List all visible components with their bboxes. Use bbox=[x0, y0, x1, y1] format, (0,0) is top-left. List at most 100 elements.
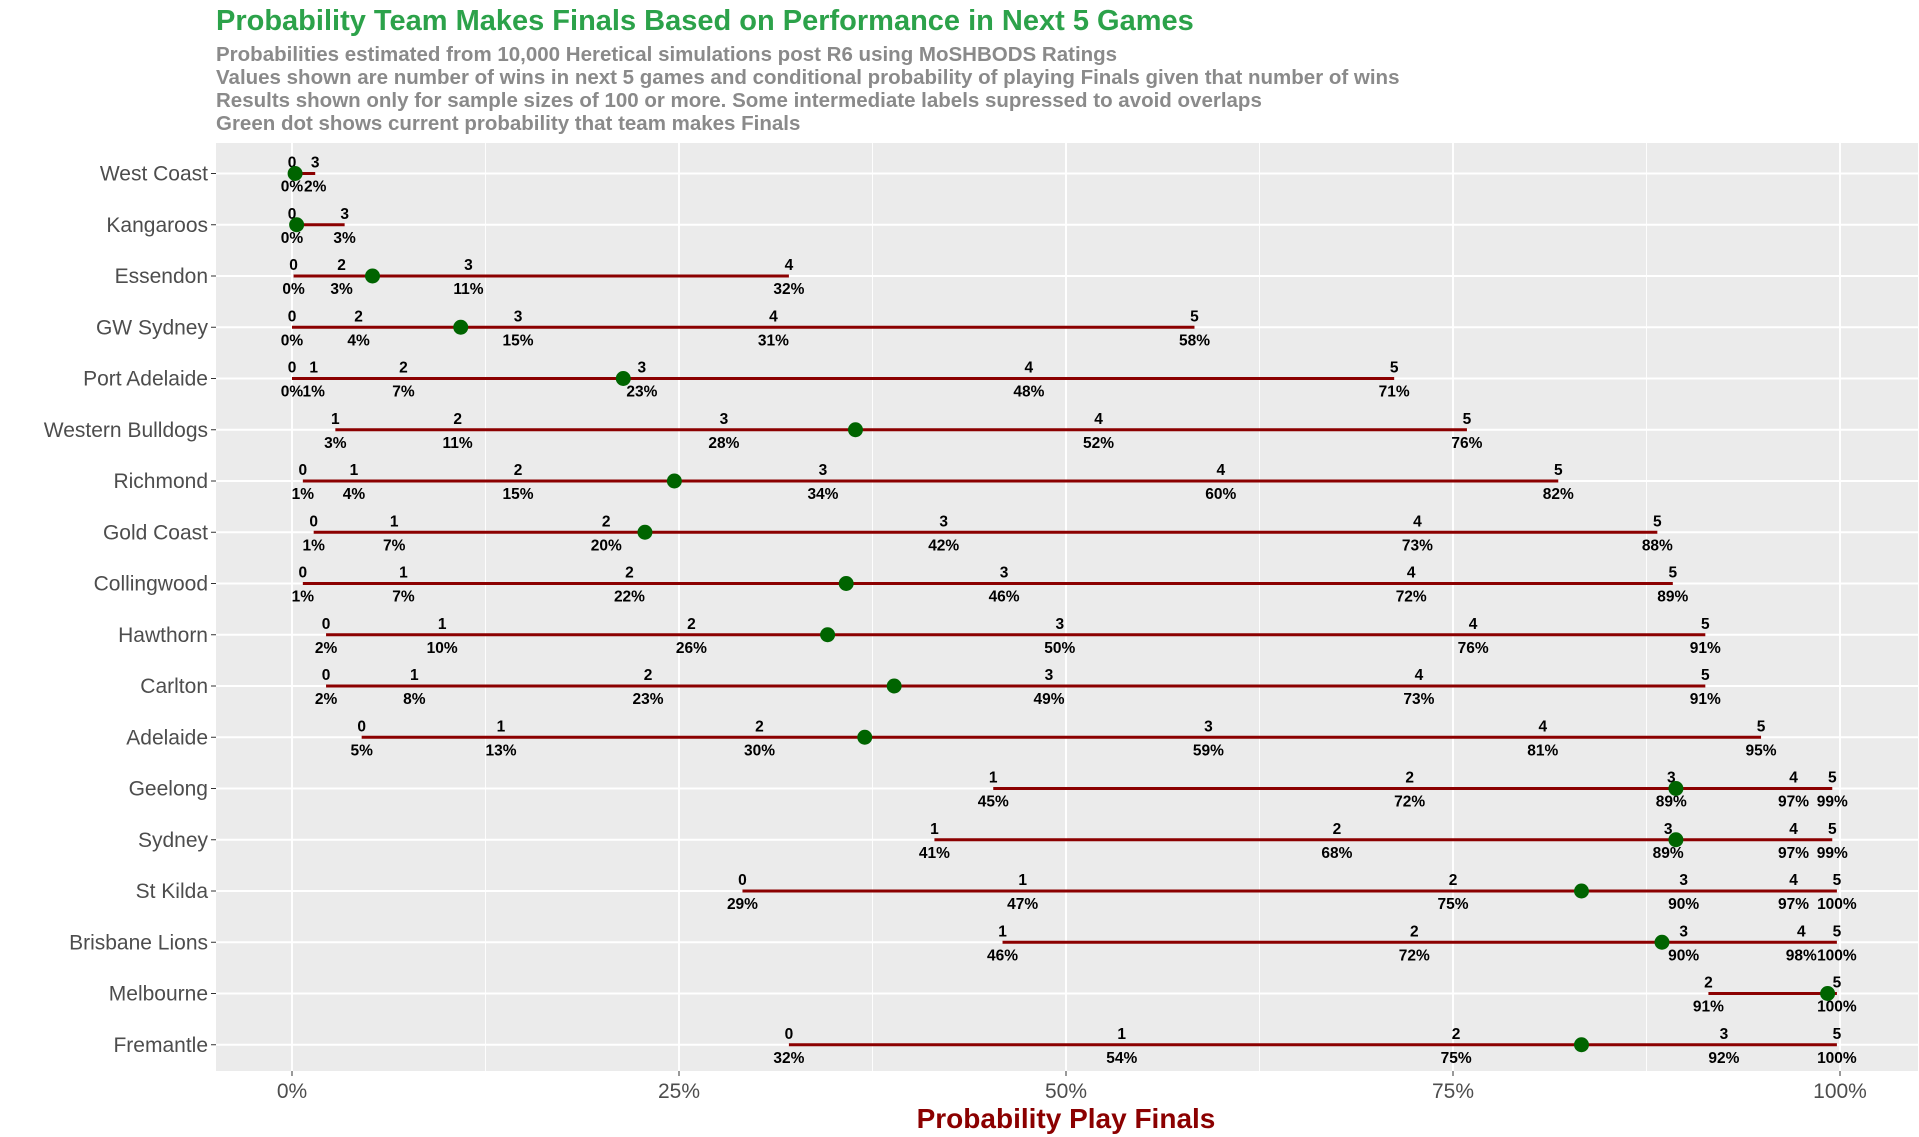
wins-label: 3 bbox=[939, 513, 948, 530]
wins-label: 5 bbox=[1701, 667, 1710, 684]
wins-label: 2 bbox=[354, 308, 363, 325]
team-label: Gold Coast bbox=[103, 521, 208, 544]
team-row: 0 0% 1 1% 2 7% 3 23% 4 48% 5 71% bbox=[281, 360, 1410, 401]
team-row: 0 1% 1 4% 2 15% 3 34% 4 60% 5 82% bbox=[292, 462, 1574, 503]
wins-label: 4 bbox=[1413, 513, 1422, 530]
wins-label: 5 bbox=[1833, 923, 1842, 940]
probability-label: 90% bbox=[1668, 896, 1699, 913]
probability-label: 100% bbox=[1817, 1050, 1857, 1067]
wins-label: 4 bbox=[1789, 821, 1798, 838]
current-probability-dot bbox=[637, 524, 653, 540]
current-probability-dot bbox=[1654, 934, 1670, 950]
probability-label: 23% bbox=[626, 384, 657, 401]
probability-label: 1% bbox=[292, 486, 315, 503]
wins-label: 0 bbox=[785, 1026, 794, 1043]
probability-label: 30% bbox=[744, 742, 775, 759]
current-probability-dot bbox=[820, 627, 836, 643]
wins-label: 1 bbox=[1117, 1026, 1126, 1043]
probability-label: 91% bbox=[1690, 640, 1721, 657]
wins-label: 1 bbox=[930, 821, 939, 838]
probability-label: 11% bbox=[453, 281, 483, 298]
current-probability-dot bbox=[886, 678, 902, 694]
wins-label: 5 bbox=[1669, 565, 1678, 582]
team-label: Essendon bbox=[115, 265, 208, 288]
current-probability-dot bbox=[838, 576, 854, 591]
probability-label: 46% bbox=[987, 947, 1018, 964]
current-probability-dot bbox=[666, 473, 682, 489]
current-probability-dot bbox=[1573, 1037, 1589, 1053]
probability-label: 5% bbox=[350, 742, 373, 759]
team-label: Kangaroos bbox=[106, 214, 208, 237]
team-row: 0 32% 1 54% 2 75% 3 92% 5 100% bbox=[773, 1026, 1857, 1067]
current-probability-dot bbox=[1668, 781, 1684, 796]
probability-label: 32% bbox=[773, 281, 804, 298]
probability-label: 4% bbox=[343, 486, 366, 503]
probability-label: 100% bbox=[1817, 999, 1857, 1016]
wins-label: 5 bbox=[1390, 360, 1399, 377]
team-label: Western Bulldogs bbox=[44, 419, 208, 442]
probability-label: 89% bbox=[1656, 794, 1687, 811]
probability-label: 7% bbox=[392, 589, 415, 606]
wins-label: 2 bbox=[337, 257, 346, 274]
x-axis-title: Probability Play Finals bbox=[917, 1103, 1216, 1134]
probability-label: 68% bbox=[1321, 845, 1352, 862]
chart-subtitle-line-1: Probabilities estimated from 10,000 Here… bbox=[216, 43, 1117, 66]
probability-label: 89% bbox=[1657, 589, 1688, 606]
wins-label: 0 bbox=[288, 155, 297, 172]
wins-label: 0 bbox=[309, 513, 318, 530]
wins-label: 5 bbox=[1828, 770, 1837, 787]
wins-label: 5 bbox=[1828, 821, 1837, 838]
team-label: Port Adelaide bbox=[83, 368, 208, 391]
wins-label: 2 bbox=[625, 565, 634, 582]
wins-label: 1 bbox=[309, 360, 318, 377]
wins-label: 3 bbox=[1204, 718, 1213, 735]
wins-label: 5 bbox=[1833, 872, 1842, 889]
probability-label: 0% bbox=[282, 281, 305, 298]
wins-label: 0 bbox=[299, 565, 308, 582]
wins-label: 3 bbox=[1667, 770, 1676, 787]
wins-label: 3 bbox=[311, 155, 320, 172]
probability-label: 48% bbox=[1013, 384, 1044, 401]
probability-label: 2% bbox=[315, 691, 338, 708]
wins-label: 5 bbox=[1190, 308, 1199, 325]
team-row: 0 1% 1 7% 2 20% 3 42% 4 73% 5 88% bbox=[302, 513, 1673, 554]
probability-label: 89% bbox=[1653, 845, 1684, 862]
wins-label: 0 bbox=[288, 360, 297, 377]
wins-label: 3 bbox=[720, 411, 729, 428]
current-probability-dot bbox=[364, 268, 380, 284]
wins-label: 3 bbox=[464, 257, 473, 274]
probability-label: 41% bbox=[919, 845, 950, 862]
probability-label: 98% bbox=[1786, 947, 1817, 964]
wins-label: 2 bbox=[399, 360, 408, 377]
probability-label: 91% bbox=[1690, 691, 1721, 708]
team-row: 1 41% 2 68% 3 89% 4 97% 5 99% bbox=[919, 821, 1848, 862]
probability-label: 0% bbox=[281, 179, 304, 196]
x-tick-label: 100% bbox=[1813, 1080, 1867, 1103]
team-label: Richmond bbox=[113, 470, 208, 493]
current-probability-dot bbox=[857, 729, 873, 745]
probability-label: 72% bbox=[1394, 794, 1425, 811]
probability-label: 75% bbox=[1437, 896, 1468, 913]
wins-label: 4 bbox=[785, 257, 794, 274]
wins-label: 1 bbox=[1018, 872, 1027, 889]
team-label: Adelaide bbox=[126, 726, 208, 749]
probability-label: 10% bbox=[427, 640, 458, 657]
current-probability-dot bbox=[1820, 986, 1836, 1001]
wins-label: 1 bbox=[350, 462, 359, 479]
probability-label: 91% bbox=[1693, 999, 1724, 1016]
probability-label: 31% bbox=[758, 332, 789, 349]
team-row: 0 5% 1 13% 2 30% 3 59% 4 81% 5 95% bbox=[350, 718, 1776, 759]
probability-label: 0% bbox=[281, 230, 304, 247]
x-tick-label: 0% bbox=[277, 1080, 307, 1103]
probability-label: 28% bbox=[708, 435, 739, 452]
probability-label: 58% bbox=[1179, 332, 1210, 349]
wins-label: 2 bbox=[755, 718, 764, 735]
wins-label: 4 bbox=[1094, 411, 1103, 428]
probability-label: 99% bbox=[1817, 845, 1848, 862]
wins-label: 1 bbox=[331, 411, 340, 428]
wins-label: 1 bbox=[989, 770, 998, 787]
team-row: 0 0% 2 3% 3 11% 4 32% bbox=[282, 257, 804, 298]
current-probability-dot bbox=[847, 422, 863, 438]
probability-label: 1% bbox=[302, 537, 325, 554]
wins-label: 5 bbox=[1463, 411, 1472, 428]
